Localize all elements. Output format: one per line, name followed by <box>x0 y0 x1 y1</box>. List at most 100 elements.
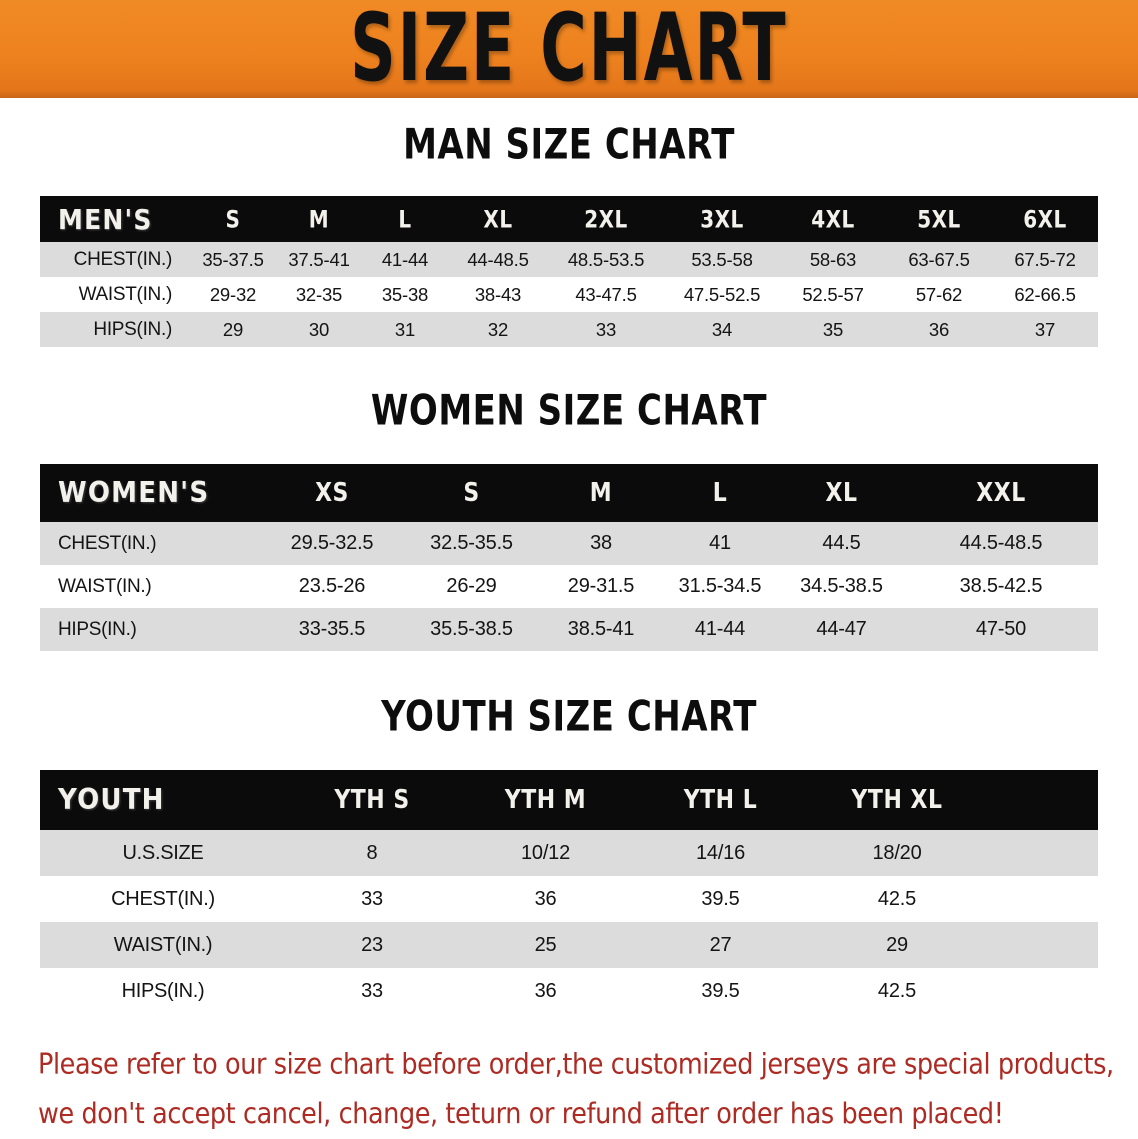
cell-spacer <box>986 922 1098 968</box>
youth-col-spacer <box>986 770 1098 830</box>
cell: 47-50 <box>904 608 1098 651</box>
table-row: CHEST(IN.) 29.5-32.5 32.5-35.5 38 41 44.… <box>40 522 1098 565</box>
women-header-label: WOMEN'S <box>40 464 262 522</box>
women-section-title: WOMEN SIZE CHART <box>370 386 768 436</box>
man-header-row: MEN'S S M L XL 2XL 3XL 4XL 5XL 6XL <box>40 196 1098 242</box>
man-col-m: M <box>276 196 362 242</box>
cell: 33 <box>286 876 458 922</box>
table-row: HIPS(IN.) 33-35.5 35.5-38.5 38.5-41 41-4… <box>40 608 1098 651</box>
youth-col-xl: YTH XL <box>808 770 986 830</box>
youth-col-m: YTH M <box>458 770 633 830</box>
cell-spacer <box>986 876 1098 922</box>
youth-section-title: YOUTH SIZE CHART <box>381 692 757 742</box>
man-col-l: L <box>362 196 448 242</box>
cell: 44.5-48.5 <box>904 522 1098 565</box>
cell: 44-48.5 <box>448 242 548 277</box>
man-col-xl: XL <box>448 196 548 242</box>
cell: 36 <box>458 876 633 922</box>
youth-col-l: YTH L <box>633 770 808 830</box>
man-col-5xl: 5XL <box>886 196 992 242</box>
cell: 30 <box>276 312 362 347</box>
cell: 27 <box>633 922 808 968</box>
man-header-label: MEN'S <box>40 196 190 242</box>
disclaimer-line-1: Please refer to our size chart before or… <box>38 1047 1114 1082</box>
cell: 35 <box>780 312 886 347</box>
row-label: CHEST(IN.) <box>40 876 286 922</box>
page-title: SIZE CHART <box>350 0 788 103</box>
cell: 10/12 <box>458 830 633 876</box>
women-table-wrapper: WOMEN'S XS S M L XL XXL CHEST(IN.) 29.5-… <box>40 464 1098 651</box>
women-col-xl: XL <box>779 464 904 522</box>
cell-spacer <box>986 968 1098 1014</box>
cell: 29.5-32.5 <box>262 522 402 565</box>
cell: 33-35.5 <box>262 608 402 651</box>
cell: 32-35 <box>276 277 362 312</box>
cell: 52.5-57 <box>780 277 886 312</box>
row-label: CHEST(IN.) <box>40 522 262 565</box>
cell: 34 <box>664 312 780 347</box>
row-label: HIPS(IN.) <box>40 608 262 651</box>
man-col-6xl: 6XL <box>992 196 1098 242</box>
women-col-l: L <box>661 464 779 522</box>
cell: 29-31.5 <box>541 565 661 608</box>
cell: 18/20 <box>808 830 986 876</box>
man-size-table: MEN'S S M L XL 2XL 3XL 4XL 5XL 6XL CHEST… <box>40 196 1098 347</box>
table-row: HIPS(IN.) 33 36 39.5 42.5 <box>40 968 1098 1014</box>
cell: 26-29 <box>402 565 541 608</box>
man-col-3xl: 3XL <box>664 196 780 242</box>
cell: 67.5-72 <box>992 242 1098 277</box>
cell: 14/16 <box>633 830 808 876</box>
cell: 33 <box>548 312 664 347</box>
women-col-xs: XS <box>262 464 402 522</box>
row-label: WAIST(IN.) <box>40 565 262 608</box>
row-label: HIPS(IN.) <box>40 312 190 347</box>
man-col-2xl: 2XL <box>548 196 664 242</box>
youth-table-wrapper: YOUTH YTH S YTH M YTH L YTH XL U.S.SIZE … <box>40 770 1098 1014</box>
cell: 23 <box>286 922 458 968</box>
cell: 8 <box>286 830 458 876</box>
table-row: WAIST(IN.) 29-32 32-35 35-38 38-43 43-47… <box>40 277 1098 312</box>
cell: 36 <box>458 968 633 1014</box>
cell: 42.5 <box>808 968 986 1014</box>
cell: 57-62 <box>886 277 992 312</box>
youth-size-table: YOUTH YTH S YTH M YTH L YTH XL U.S.SIZE … <box>40 770 1098 1014</box>
table-row: WAIST(IN.) 23 25 27 29 <box>40 922 1098 968</box>
cell: 35.5-38.5 <box>402 608 541 651</box>
table-row: CHEST(IN.) 33 36 39.5 42.5 <box>40 876 1098 922</box>
youth-header-label: YOUTH <box>40 770 286 830</box>
cell-spacer <box>986 830 1098 876</box>
cell: 23.5-26 <box>262 565 402 608</box>
cell: 32.5-35.5 <box>402 522 541 565</box>
man-col-4xl: 4XL <box>780 196 886 242</box>
table-row: CHEST(IN.) 35-37.5 37.5-41 41-44 44-48.5… <box>40 242 1098 277</box>
cell: 31 <box>362 312 448 347</box>
cell: 38 <box>541 522 661 565</box>
cell: 39.5 <box>633 876 808 922</box>
cell: 32 <box>448 312 548 347</box>
cell: 62-66.5 <box>992 277 1098 312</box>
cell: 35-38 <box>362 277 448 312</box>
row-label: HIPS(IN.) <box>40 968 286 1014</box>
disclaimer-line-2: we don't accept cancel, change, teturn o… <box>38 1097 1004 1131</box>
cell: 25 <box>458 922 633 968</box>
cell: 44-47 <box>779 608 904 651</box>
women-header-row: WOMEN'S XS S M L XL XXL <box>40 464 1098 522</box>
cell: 53.5-58 <box>664 242 780 277</box>
cell: 38.5-42.5 <box>904 565 1098 608</box>
man-section-title: MAN SIZE CHART <box>403 120 735 170</box>
women-size-table: WOMEN'S XS S M L XL XXL CHEST(IN.) 29.5-… <box>40 464 1098 651</box>
cell: 37.5-41 <box>276 242 362 277</box>
women-col-xxl: XXL <box>904 464 1098 522</box>
cell: 34.5-38.5 <box>779 565 904 608</box>
table-row: HIPS(IN.) 29 30 31 32 33 34 35 36 37 <box>40 312 1098 347</box>
cell: 38.5-41 <box>541 608 661 651</box>
cell: 39.5 <box>633 968 808 1014</box>
cell: 58-63 <box>780 242 886 277</box>
cell: 43-47.5 <box>548 277 664 312</box>
disclaimer-text: Please refer to our size chart before or… <box>38 1040 1114 1139</box>
man-col-s: S <box>190 196 276 242</box>
row-label: WAIST(IN.) <box>40 277 190 312</box>
table-row: WAIST(IN.) 23.5-26 26-29 29-31.5 31.5-34… <box>40 565 1098 608</box>
women-col-s: S <box>402 464 541 522</box>
cell: 48.5-53.5 <box>548 242 664 277</box>
